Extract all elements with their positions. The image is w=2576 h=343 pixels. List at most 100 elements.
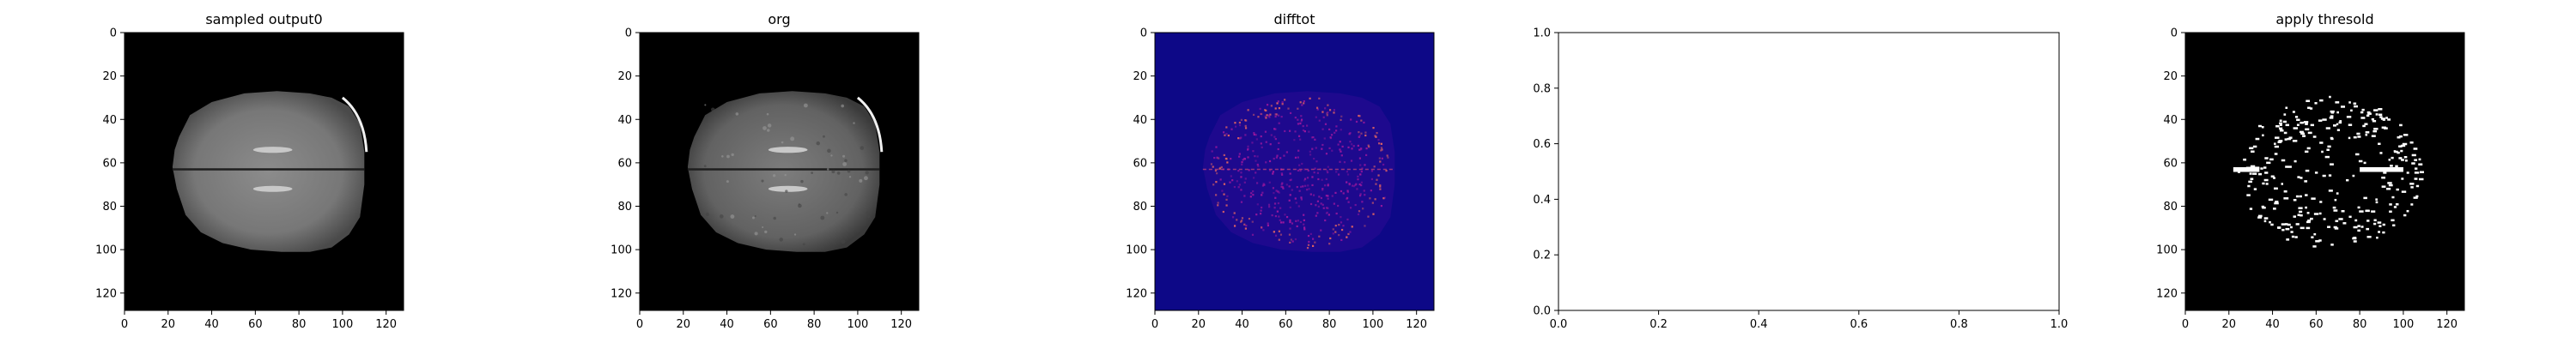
diff-speckle — [1217, 204, 1219, 207]
x-tick-label: 80 — [807, 318, 822, 331]
diff-speckle — [1274, 128, 1277, 130]
mask-pixel — [2303, 121, 2309, 123]
mask-pixel — [2365, 134, 2368, 136]
diff-speckle — [1360, 148, 1363, 151]
diff-speckle — [1357, 178, 1359, 181]
diff-speckle — [1358, 130, 1360, 134]
diff-speckle — [1370, 190, 1372, 192]
x-tick-label: 100 — [2392, 318, 2414, 331]
diff-speckle — [1339, 148, 1341, 151]
diff-speckle — [1240, 172, 1242, 174]
diff-speckle — [1216, 156, 1218, 159]
mask-pixel — [2313, 213, 2319, 215]
texture-dot — [790, 136, 795, 141]
diff-speckle — [1265, 141, 1267, 143]
axes-frame — [1558, 32, 2060, 311]
x-tick-label: 1.0 — [2050, 318, 2069, 331]
diff-speckle — [1347, 201, 1350, 203]
diff-speckle — [1295, 220, 1297, 222]
mask-pixel — [2341, 209, 2345, 213]
diff-speckle — [1311, 176, 1314, 178]
diff-speckle — [1255, 159, 1257, 162]
diff-speckle — [1313, 172, 1315, 174]
x-tick-label: 40 — [2265, 318, 2280, 331]
mask-pixel — [2278, 140, 2283, 142]
mask-pixel — [2332, 206, 2336, 209]
diff-speckle — [1280, 185, 1283, 188]
diff-speckle — [1273, 202, 1277, 205]
diff-speckle — [1238, 123, 1242, 127]
mask-pixel — [2258, 172, 2263, 176]
diff-speckle — [1282, 221, 1285, 224]
y-tick-label: 0 — [110, 27, 117, 40]
texture-dot — [866, 215, 871, 219]
diff-speckle — [1233, 225, 1236, 227]
diff-speckle — [1325, 153, 1328, 155]
mask-pixel — [2403, 155, 2408, 159]
mask-pixel — [2306, 212, 2310, 214]
x-tick-label: 20 — [161, 318, 176, 331]
mask-pixel — [2288, 136, 2293, 139]
diff-speckle — [1248, 218, 1251, 220]
diff-speckle — [1241, 217, 1244, 220]
mask-pixel — [2252, 145, 2257, 148]
mask-pixel — [2414, 178, 2418, 180]
mask-pixel — [2318, 212, 2322, 215]
diff-speckle — [1269, 113, 1272, 116]
diff-speckle — [1324, 184, 1327, 187]
diff-speckle — [1340, 129, 1342, 131]
diff-speckle — [1255, 172, 1257, 174]
diff-speckle — [1284, 214, 1286, 216]
diff-speckle — [1275, 113, 1279, 116]
mask-pixel — [2338, 121, 2342, 124]
mask-pixel — [2293, 127, 2299, 129]
diff-speckle — [1213, 156, 1216, 159]
diff-speckle — [1315, 106, 1319, 109]
diff-speckle — [1269, 143, 1272, 146]
mask-pixel — [2306, 147, 2311, 150]
mask-pixel — [2379, 225, 2382, 227]
mask-pixel — [2366, 236, 2372, 238]
y-tick-label: 0.8 — [1533, 82, 1551, 95]
diff-speckle — [1267, 224, 1270, 227]
diff-speckle — [1248, 169, 1250, 172]
x-tick-label: 0.6 — [1850, 318, 1868, 331]
diff-speckle — [1212, 165, 1214, 168]
texture-dot — [802, 243, 805, 246]
mask-pixel — [2264, 172, 2269, 174]
diff-speckle — [1321, 128, 1324, 130]
diff-speckle — [1311, 147, 1314, 150]
mask-pixel — [2304, 180, 2308, 183]
ventricle — [768, 185, 808, 192]
diff-speckle — [1316, 108, 1319, 111]
diff-speckle — [1234, 125, 1237, 128]
mask-pixel — [2319, 201, 2323, 203]
texture-dot — [844, 193, 848, 196]
mask-pixel — [2307, 106, 2311, 110]
mask-pixel — [2348, 101, 2351, 104]
diff-speckle — [1325, 212, 1328, 214]
diff-speckle — [1289, 241, 1291, 244]
mask-pixel — [2401, 159, 2404, 161]
diff-speckle — [1329, 136, 1332, 139]
diff-speckle — [1340, 154, 1343, 157]
diff-speckle — [1379, 160, 1382, 163]
diff-speckle — [1288, 233, 1291, 236]
mask-pixel — [2366, 220, 2370, 222]
diff-speckle — [1321, 111, 1324, 113]
bright-rim — [341, 96, 368, 153]
diff-speckle — [1349, 231, 1352, 233]
diff-speckle — [1236, 180, 1238, 183]
diff-speckle — [1255, 134, 1257, 136]
diff-speckle — [1291, 222, 1294, 225]
mask-pixel — [2387, 182, 2392, 184]
mask-pixel — [2350, 109, 2353, 112]
mask-pixel — [2262, 134, 2264, 137]
mask-pixel — [2399, 135, 2403, 138]
mask-pixel — [2263, 220, 2267, 223]
diff-speckle — [1280, 116, 1283, 118]
diff-speckle — [1309, 150, 1311, 153]
axes-title: apply thresold — [2275, 11, 2373, 27]
mask-pixel — [2395, 165, 2398, 168]
diff-speckle — [1223, 131, 1225, 134]
